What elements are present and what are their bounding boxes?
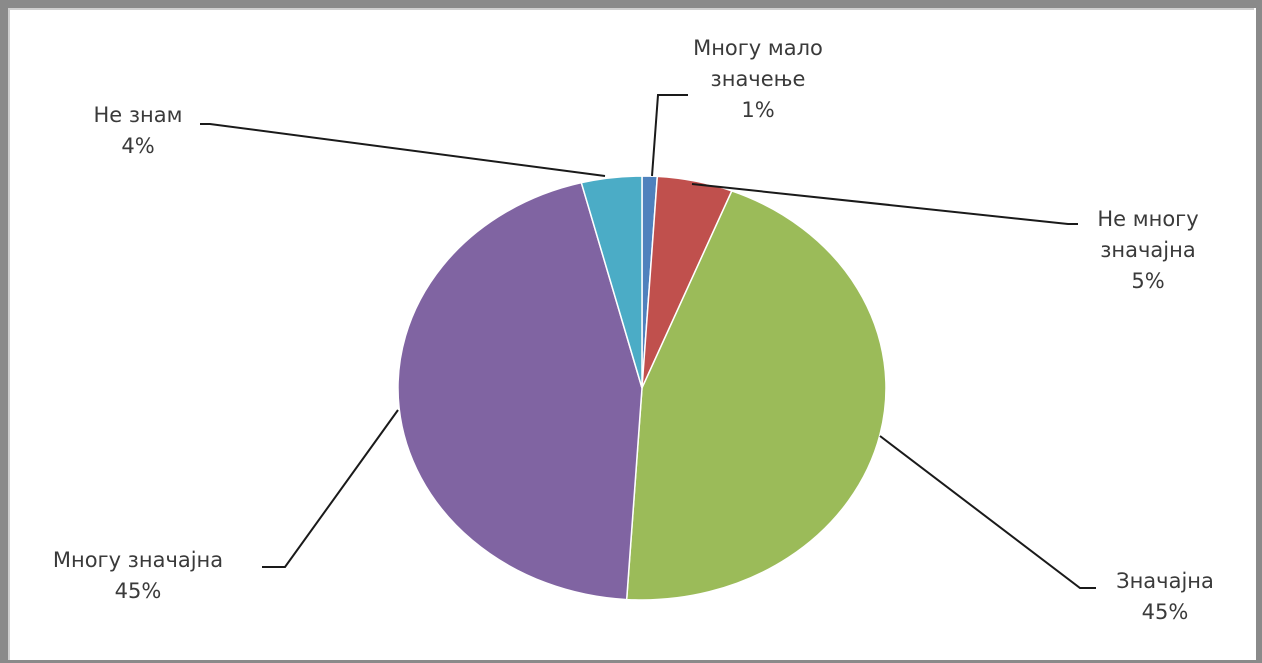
data-labels: Многу мало значење 1% Не многу значајна 5% Зна… bbox=[53, 36, 1214, 624]
leader-line bbox=[262, 409, 399, 568]
slice-category-label: Не знам bbox=[94, 103, 183, 127]
leader-line bbox=[879, 435, 1096, 589]
pie-slice bbox=[625, 189, 887, 601]
slice-category-label: Многу мало bbox=[693, 36, 823, 60]
pie-slice bbox=[397, 181, 643, 601]
slice-category-label: Значајна bbox=[1116, 569, 1214, 593]
leader-lines bbox=[200, 94, 1096, 589]
slice-category-label: Многу значајна bbox=[53, 548, 223, 572]
slice-percent-label: 45% bbox=[1142, 600, 1189, 624]
leader-line bbox=[651, 94, 688, 177]
pie-slice bbox=[580, 175, 643, 389]
chart-plot-area bbox=[8, 8, 1254, 660]
slice-percent-label: 4% bbox=[121, 134, 154, 158]
slice-percent-label: 1% bbox=[741, 98, 774, 122]
leader-line bbox=[691, 183, 1078, 225]
slice-category-label: Не многу bbox=[1097, 207, 1198, 231]
slice-percent-label: 45% bbox=[115, 579, 162, 603]
slice-category-label: значајна bbox=[1100, 238, 1195, 262]
pie-slices bbox=[397, 175, 887, 601]
slice-category-label: значење bbox=[711, 67, 806, 91]
leader-line bbox=[200, 123, 606, 177]
slice-percent-label: 5% bbox=[1131, 269, 1164, 293]
